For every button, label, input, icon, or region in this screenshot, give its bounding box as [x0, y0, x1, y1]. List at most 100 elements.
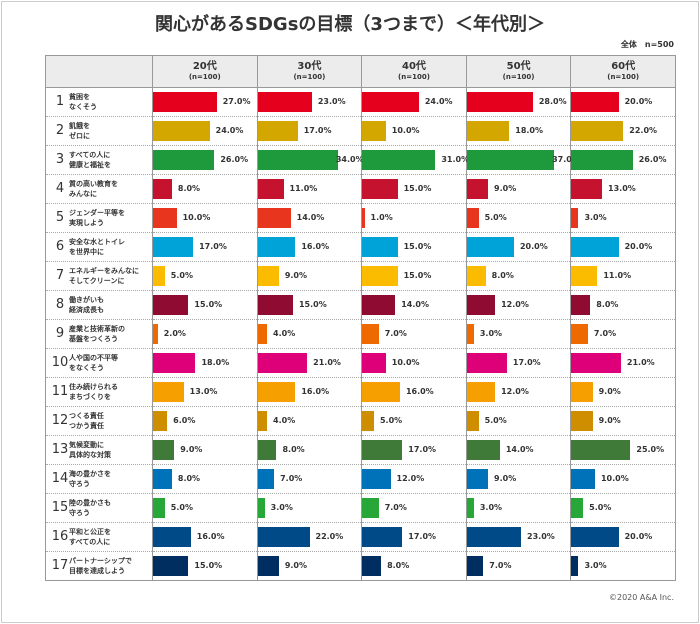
table-row: 14 海の豊かさを 守ろう 8.0% 7.0% 12.0% 9.0% 10.0%	[45, 464, 676, 494]
column-name: 60代	[611, 60, 636, 72]
value-cell: 7.0%	[361, 493, 467, 523]
bar	[466, 353, 507, 373]
bar	[257, 382, 296, 402]
data-label: 20.0%	[519, 242, 548, 251]
data-label: 8.0%	[491, 271, 514, 280]
data-label: 7.0%	[384, 503, 407, 512]
column-name: 20代	[192, 60, 217, 72]
data-label: 25.0%	[636, 445, 665, 454]
goal-number: 14	[51, 471, 69, 486]
data-label: 16.0%	[301, 387, 330, 396]
value-cell: 5.0%	[152, 261, 258, 291]
value-cell: 15.0%	[152, 551, 258, 581]
goal-label: パートナーシップで 目標を達成しよう	[69, 557, 132, 575]
goal-number: 12	[51, 413, 69, 428]
bar	[362, 121, 386, 141]
value-cell: 14.0%	[465, 435, 572, 465]
value-cell: 10.0%	[361, 348, 467, 378]
row-label-cell: 13 気候変動に 具体的な対策	[45, 435, 153, 465]
goal-label: 住み続けられる まちづくりを	[69, 383, 118, 401]
bar	[466, 382, 496, 402]
data-label: 13.0%	[608, 184, 636, 193]
table-row: 8 働きがいも 経済成長も 15.0% 15.0% 14.0% 12.0% 8.0%	[45, 290, 676, 320]
bar	[466, 150, 555, 170]
data-label: 16.0%	[196, 532, 225, 541]
data-label: 9.0%	[598, 416, 621, 425]
bar	[571, 469, 595, 489]
value-cell: 13.0%	[570, 174, 676, 204]
value-cell: 11.0%	[570, 261, 676, 291]
value-cell: 12.0%	[361, 464, 467, 494]
data-label: 17.0%	[408, 445, 437, 454]
data-label: 12.0%	[396, 474, 425, 483]
value-cell: 7.0%	[256, 464, 363, 494]
value-cell: 1.0%	[361, 203, 467, 233]
bar	[571, 324, 588, 344]
value-cell: 20.0%	[570, 87, 676, 117]
value-cell: 8.0%	[256, 435, 363, 465]
data-label: 7.0%	[489, 561, 512, 570]
data-label: 28.0%	[538, 97, 567, 106]
bar	[466, 411, 479, 431]
bar	[362, 440, 403, 460]
bar	[466, 527, 522, 547]
bar	[571, 440, 631, 460]
goal-label: つくる責任 つかう責任	[69, 412, 104, 430]
value-cell: 16.0%	[256, 377, 363, 407]
bar	[362, 411, 374, 431]
value-cell: 12.0%	[465, 290, 572, 320]
data-label: 7.0%	[593, 329, 617, 338]
column-n: (n=100)	[188, 72, 221, 81]
data-label: 15.0%	[194, 561, 223, 570]
goal-number: 11	[51, 384, 69, 399]
bar	[362, 469, 391, 489]
data-label: 17.0%	[408, 532, 437, 541]
value-cell: 7.0%	[570, 319, 676, 349]
copyright: ©2020 A&A Inc.	[609, 593, 674, 602]
bar	[466, 556, 484, 576]
bar	[362, 382, 400, 402]
goal-number: 7	[55, 268, 65, 283]
value-cell: 22.0%	[570, 116, 676, 146]
data-label: 12.0%	[501, 387, 529, 396]
value-cell: 7.0%	[465, 551, 572, 581]
bar	[153, 237, 194, 257]
value-cell: 24.0%	[152, 116, 258, 146]
bar	[257, 266, 279, 286]
row-label-cell: 1 貧困を なくそう	[45, 87, 153, 117]
data-label: 9.0%	[284, 271, 308, 280]
bar	[571, 382, 593, 402]
value-cell: 5.0%	[570, 493, 676, 523]
column-header: 40代 (n=100)	[361, 55, 467, 88]
bar	[466, 440, 500, 460]
bar	[362, 237, 398, 257]
goal-label: エネルギーをみんなに そしてクリーンに	[69, 267, 139, 285]
bar	[257, 237, 296, 257]
data-label: 3.0%	[479, 329, 503, 338]
value-cell: 34.0%	[256, 145, 364, 175]
data-label: 20.0%	[624, 97, 653, 106]
bar	[571, 353, 621, 373]
data-label: 17.0%	[303, 126, 332, 135]
data-label: 16.0%	[301, 242, 330, 251]
bar	[153, 150, 215, 170]
value-cell: 13.0%	[152, 377, 258, 407]
bar	[571, 295, 591, 315]
data-label: 10.0%	[391, 358, 420, 367]
value-cell: 10.0%	[361, 116, 467, 146]
data-label: 18.0%	[515, 126, 544, 135]
data-label: 8.0%	[177, 474, 201, 483]
table-row: 4 質の高い教育を みんなに 8.0% 11.0% 15.0% 9.0% 13.0%	[45, 174, 676, 204]
bar	[257, 498, 265, 518]
bar	[362, 527, 403, 547]
bar	[257, 208, 291, 228]
bar	[153, 92, 217, 112]
bar	[571, 237, 619, 257]
row-label-cell: 7 エネルギーをみんなに そしてクリーンに	[45, 261, 153, 291]
goal-number: 13	[51, 442, 69, 457]
row-label-cell: 17 パートナーシップで 目標を達成しよう	[45, 551, 153, 581]
data-label: 5.0%	[484, 213, 507, 222]
data-label: 1.0%	[370, 213, 393, 222]
value-cell: 3.0%	[465, 319, 572, 349]
